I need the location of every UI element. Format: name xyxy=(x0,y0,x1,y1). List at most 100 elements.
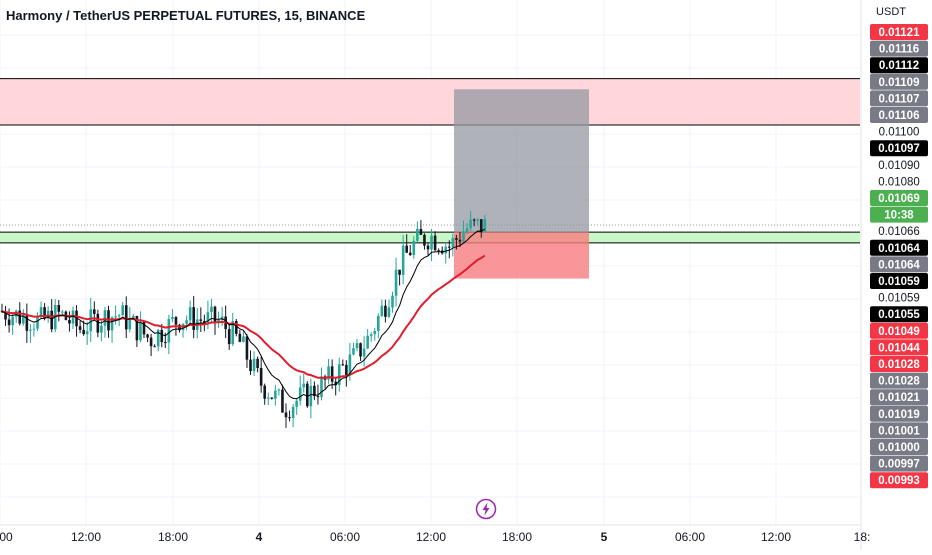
time-axis-tick: 06:00 xyxy=(675,530,705,544)
candle-body xyxy=(114,316,117,318)
candle-body xyxy=(124,305,128,330)
price-label-bg xyxy=(870,140,928,157)
candle-body xyxy=(309,385,313,407)
candle-body xyxy=(11,316,14,326)
candle-body xyxy=(458,239,462,242)
candle-body xyxy=(132,315,135,318)
time-axis-tick: 18:00 xyxy=(158,530,188,544)
price-label: 0.01000 xyxy=(878,442,920,454)
candle-body xyxy=(199,319,203,321)
price-label-bg xyxy=(870,455,928,472)
candle-body xyxy=(306,383,309,407)
price-label-bg xyxy=(870,256,928,273)
price-currency: USDT xyxy=(876,6,906,18)
candle-body xyxy=(472,219,476,221)
candle-body xyxy=(430,235,433,250)
candle-body xyxy=(231,321,235,345)
price-label: 0.01090 xyxy=(878,160,920,172)
position-stop-zone xyxy=(454,232,589,279)
candle-body xyxy=(39,307,43,316)
candle-body xyxy=(401,245,405,275)
price-label: 0.01001 xyxy=(878,425,920,437)
price-label-bg xyxy=(870,389,928,406)
chart-title: Harmony / TetherUS PERPETUAL FUTURES, 15… xyxy=(6,8,366,23)
candle-body xyxy=(288,417,291,419)
candle-body xyxy=(291,406,295,419)
demand-zone xyxy=(0,232,860,243)
price-label: 0.01059 xyxy=(878,293,920,305)
candle-body xyxy=(426,245,430,250)
candle-body xyxy=(419,228,423,235)
price-label: 0.01109 xyxy=(879,77,920,89)
candle-body xyxy=(242,336,245,342)
candle-body xyxy=(259,367,263,386)
candle-body xyxy=(337,364,341,386)
candle-body xyxy=(43,307,46,319)
candle-body xyxy=(245,336,249,360)
price-label: 0.00993 xyxy=(878,475,920,487)
candle-body xyxy=(433,235,437,251)
candle-body xyxy=(238,333,242,342)
candle-body xyxy=(174,317,178,325)
candle-body xyxy=(210,306,213,313)
price-label-bg xyxy=(870,239,928,256)
candle-body xyxy=(405,245,408,253)
candle-body xyxy=(89,309,93,332)
ema-fast-line xyxy=(1,228,486,400)
time-axis-tick: 12:00 xyxy=(416,530,446,544)
candle-body xyxy=(330,366,334,382)
candle-body xyxy=(412,240,416,256)
candle-body xyxy=(206,312,210,323)
candle-body xyxy=(416,228,419,241)
candle-body xyxy=(377,315,380,331)
candle-body xyxy=(156,329,160,347)
candle-body xyxy=(185,320,188,324)
supply-zone xyxy=(0,78,860,125)
price-label: 0.01021 xyxy=(878,392,920,404)
candle-body xyxy=(18,310,22,324)
candle-body xyxy=(249,359,252,372)
price-label: 0.01028 xyxy=(878,376,920,388)
candle-body xyxy=(227,329,231,345)
candle-body xyxy=(348,354,352,376)
candle-body xyxy=(103,310,107,326)
candle-body xyxy=(451,238,455,248)
time-axis-tick: 18: xyxy=(854,530,871,544)
price-label: 0.01106 xyxy=(879,110,920,122)
candle-body xyxy=(142,321,146,335)
candle-body xyxy=(36,315,39,329)
candle-body xyxy=(355,343,359,349)
price-label-bg xyxy=(870,339,928,356)
price-label-bg xyxy=(870,306,928,323)
candle-body xyxy=(121,305,124,316)
lightning-icon[interactable] xyxy=(475,498,497,520)
candle-body xyxy=(0,310,4,312)
candle-body xyxy=(164,342,167,344)
candle-body xyxy=(281,389,284,413)
candle-body xyxy=(465,228,469,232)
price-label: 0.01080 xyxy=(878,176,920,188)
time-axis-tick: 12:00 xyxy=(761,530,791,544)
price-label: 0.01069 xyxy=(878,193,920,205)
price-label: 0.01121 xyxy=(879,27,921,39)
candle-body xyxy=(266,397,270,399)
candle-body xyxy=(387,307,391,317)
candle-body xyxy=(50,310,53,330)
candle-body xyxy=(61,311,64,313)
candle-body xyxy=(263,385,266,399)
candle-body xyxy=(68,319,71,324)
candle-body xyxy=(46,310,50,319)
time-axis-tick: 00 xyxy=(0,530,13,544)
candle-body xyxy=(213,306,217,323)
price-label-bg xyxy=(870,206,928,223)
price-label: 0.01066 xyxy=(878,226,920,238)
candle-body xyxy=(398,269,401,275)
candle-body xyxy=(455,238,458,240)
time-axis-tick: 18:00 xyxy=(502,530,532,544)
candle-body xyxy=(146,334,149,338)
candle-body xyxy=(479,219,483,233)
price-label-bg xyxy=(870,472,928,489)
candle-body xyxy=(320,376,323,397)
